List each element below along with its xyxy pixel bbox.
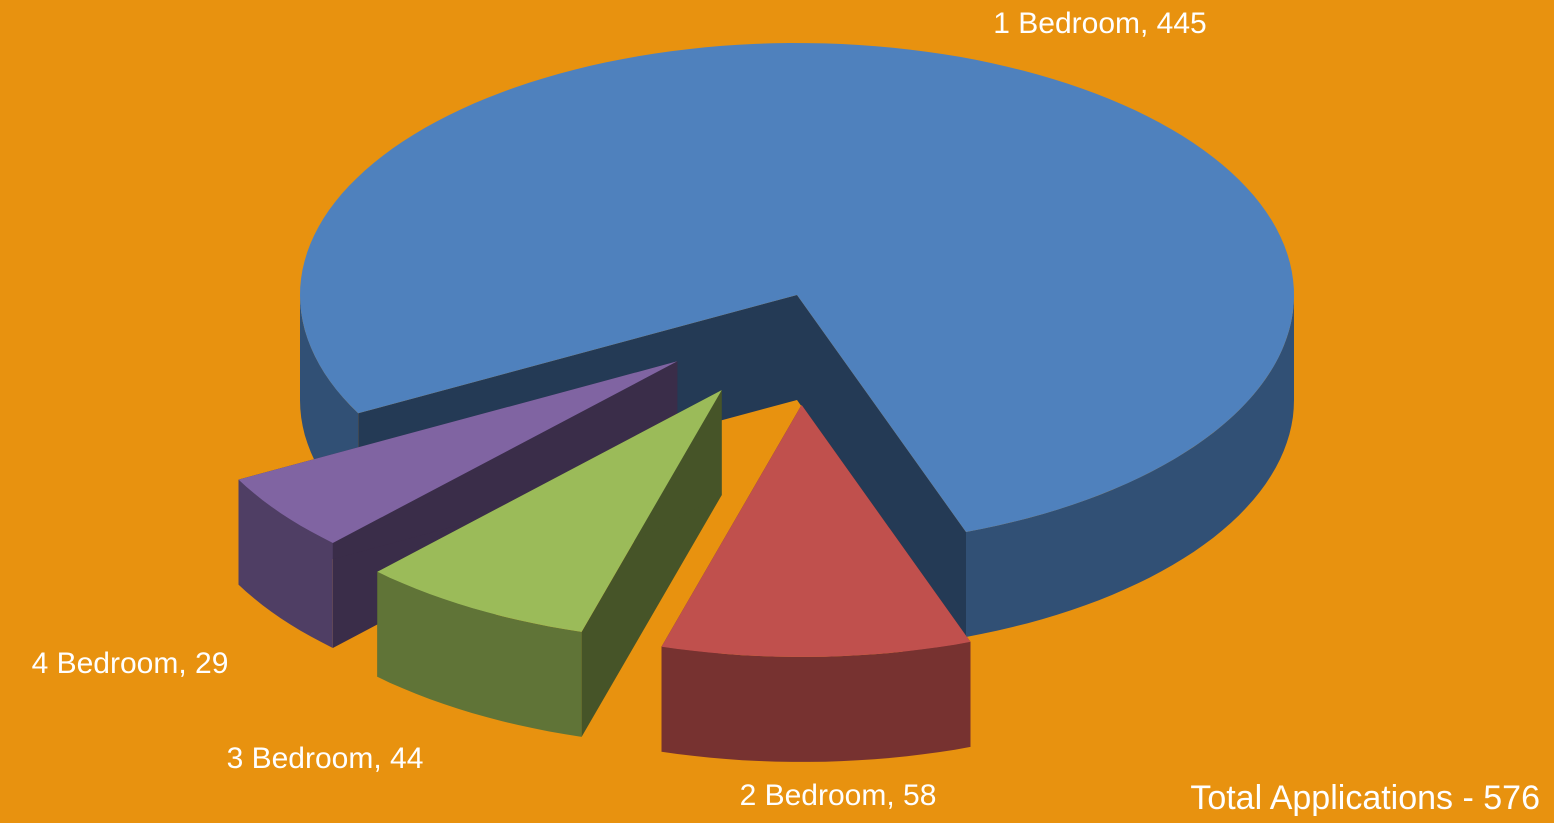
slice-outer-side — [661, 641, 971, 762]
slice-tops — [238, 43, 1294, 657]
data-label: 2 Bedroom, 58 — [740, 779, 937, 812]
slice-outer-side — [238, 479, 333, 648]
slice — [377, 390, 722, 632]
slice-radial-side — [797, 295, 966, 637]
slice — [300, 43, 1294, 532]
annotation: Total Applications - 576 — [1190, 779, 1540, 817]
slice-outer-side — [377, 571, 582, 737]
slice — [238, 361, 678, 543]
slice — [661, 404, 971, 657]
data-label: 1 Bedroom, 445 — [993, 7, 1206, 40]
slice-outer-side — [966, 295, 1294, 637]
data-label: 4 Bedroom, 29 — [32, 647, 229, 680]
data-label: 3 Bedroom, 44 — [227, 742, 424, 775]
